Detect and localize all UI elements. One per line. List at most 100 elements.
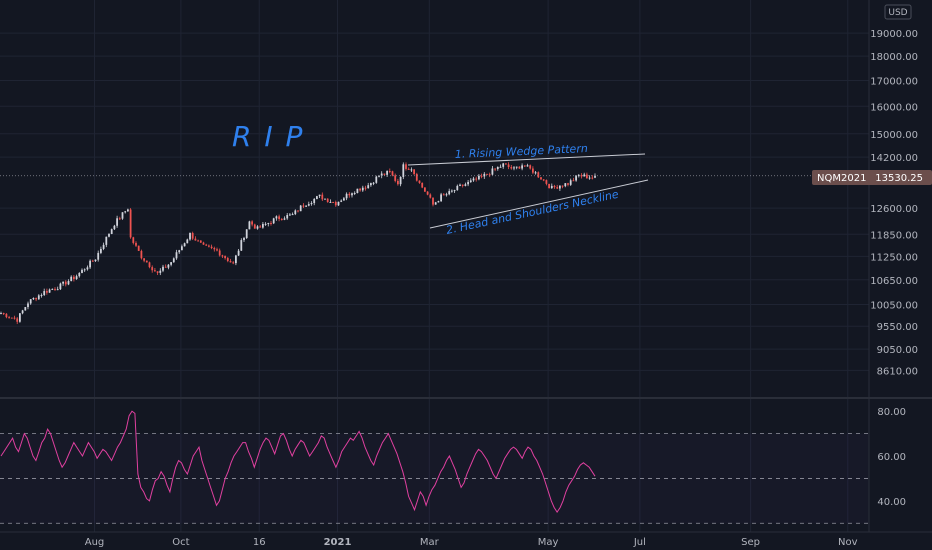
candle-body: [5, 313, 8, 318]
candle-body: [442, 194, 445, 196]
candle-body: [191, 233, 194, 239]
candle-body: [73, 276, 75, 280]
candle-body: [451, 190, 453, 192]
candle-body: [523, 165, 526, 167]
candle-body: [199, 240, 202, 243]
candle-body: [156, 271, 159, 273]
candle-body: [367, 185, 370, 189]
candle-body: [502, 163, 505, 167]
candle-body: [537, 172, 540, 178]
candle-body: [583, 174, 586, 177]
candle-body: [289, 214, 291, 216]
candle-body: [550, 185, 553, 189]
candle-body: [186, 239, 189, 244]
time-tick-label: Jul: [633, 537, 646, 548]
candle-body: [586, 174, 588, 179]
rising-wedge-trendline: [407, 153, 646, 166]
price-tick-label: 10650.00: [870, 276, 918, 287]
candle-body: [337, 201, 340, 206]
candle-body: [542, 179, 545, 181]
candle-body: [208, 245, 210, 247]
candle-body: [135, 242, 137, 246]
candle-body: [237, 250, 240, 256]
candle-body: [13, 317, 16, 319]
candle-body: [545, 180, 548, 184]
candle-body: [40, 295, 43, 297]
rising-wedge-label: 1. Rising Wedge Pattern: [455, 142, 589, 161]
candle-body: [245, 229, 248, 238]
time-tick-label: 16: [253, 537, 266, 548]
candle-body: [534, 172, 537, 174]
time-tick-label: Oct: [172, 537, 189, 548]
candle-body: [151, 267, 154, 271]
candle-body: [372, 182, 375, 184]
candle-body: [345, 193, 348, 199]
candle-body: [275, 216, 278, 219]
candle-body: [316, 196, 318, 199]
candle-body: [264, 223, 267, 225]
candle-body: [318, 194, 321, 197]
candle-body: [434, 202, 437, 205]
price-tick-label: 11850.00: [870, 230, 918, 241]
candle-body: [229, 261, 232, 263]
candle-body: [86, 267, 89, 270]
candle-body: [307, 204, 310, 206]
candle-body: [102, 244, 105, 249]
candle-body: [118, 218, 121, 220]
candle-body: [326, 198, 329, 203]
candle-body: [75, 276, 78, 280]
time-tick-label: Nov: [838, 537, 858, 548]
candle-body: [78, 272, 81, 277]
candle-body: [8, 317, 10, 319]
candle-body: [35, 298, 37, 300]
candle-body: [189, 233, 191, 240]
candle-body: [253, 224, 256, 229]
drawing-layer: [407, 153, 649, 229]
candle-body: [445, 194, 448, 196]
neckline-trendline: [429, 179, 649, 229]
rip-annotation: R I P: [232, 120, 304, 153]
candle-body: [491, 168, 494, 175]
price-tick-label: 9050.00: [877, 345, 918, 356]
currency-badge[interactable]: [884, 4, 912, 20]
rsi-panel: [0, 410, 869, 524]
candle-body: [448, 191, 451, 195]
candle-body: [540, 177, 542, 180]
candle-body: [280, 219, 283, 221]
candle-body: [48, 289, 51, 293]
candle-body: [364, 187, 367, 189]
candle-body: [397, 180, 399, 185]
candle-body: [205, 244, 208, 246]
candle-body: [324, 198, 326, 200]
price-tick-label: 14200.00: [870, 153, 918, 164]
candle-body: [127, 209, 129, 212]
candle-body: [567, 183, 569, 185]
candle-body: [594, 175, 596, 178]
candle-body: [388, 171, 391, 173]
candle-body: [64, 281, 67, 285]
candle-body: [518, 166, 521, 169]
candle-body: [216, 249, 218, 251]
candle-body: [121, 212, 124, 219]
candle-body: [162, 266, 164, 271]
candle-body: [110, 229, 113, 234]
candle-body: [329, 201, 332, 203]
candle-body: [24, 307, 27, 311]
candle-body: [391, 171, 394, 176]
candle-body: [16, 318, 19, 322]
candle-body: [256, 226, 259, 229]
price-tick-label: 10050.00: [870, 300, 918, 311]
rsi-tick-label: 80.00: [877, 407, 906, 418]
candle-body: [197, 240, 199, 242]
price-tick-label: 15000.00: [870, 130, 918, 141]
candle-body: [334, 202, 337, 206]
candle-body: [410, 169, 413, 171]
candle-body: [83, 269, 86, 271]
candle-body: [429, 194, 432, 198]
candle-body: [461, 184, 464, 186]
rsi-line: [0, 410, 596, 514]
candle-body: [394, 175, 397, 181]
candle-body: [459, 184, 461, 186]
candle-body: [413, 169, 415, 174]
candle-body: [140, 250, 143, 259]
